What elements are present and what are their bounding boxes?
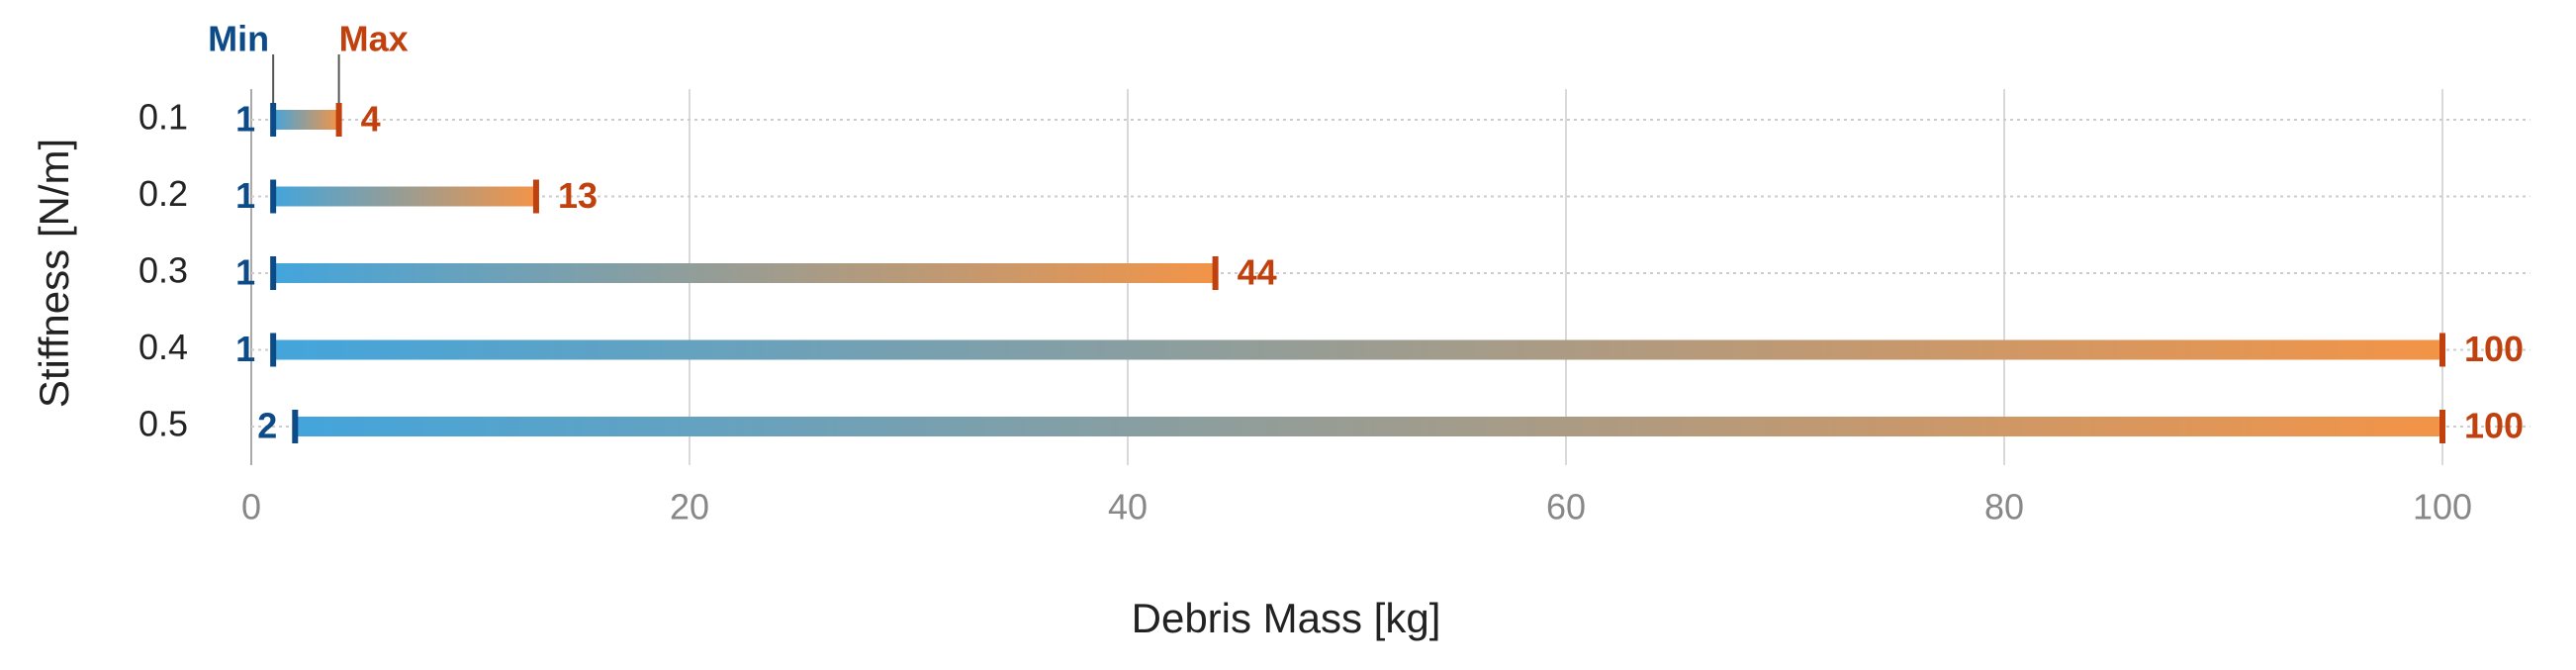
max-label: 4	[361, 99, 381, 140]
max-label: 100	[2464, 329, 2524, 369]
legend-min: Min	[208, 19, 269, 59]
legend-max: Max	[339, 19, 409, 59]
max-label: 100	[2464, 406, 2524, 446]
y-tick-label: 0.4	[138, 327, 188, 367]
x-axis-title: Debris Mass [kg]	[1132, 595, 1441, 641]
range-bar	[273, 263, 1216, 283]
min-label: 1	[235, 329, 255, 369]
range-bar	[273, 339, 2443, 360]
y-tick-label: 0.5	[138, 404, 188, 444]
y-tick-label: 0.1	[138, 97, 188, 138]
y-tick-label: 0.3	[138, 250, 188, 291]
min-label: 1	[235, 175, 255, 216]
y-axis-title: Stiffness [N/m]	[31, 139, 77, 408]
range-bar	[273, 110, 339, 130]
min-label: 2	[257, 406, 277, 446]
x-tick-label: 60	[1546, 487, 1586, 527]
x-tick-label: 0	[241, 487, 261, 527]
min-label: 1	[235, 252, 255, 293]
range-bar	[273, 186, 536, 207]
x-tick-label: 40	[1108, 487, 1148, 527]
x-tick-label: 100	[2413, 487, 2472, 527]
min-label: 1	[235, 99, 255, 140]
range-bar	[295, 417, 2442, 436]
x-tick-label: 20	[670, 487, 709, 527]
max-label: 44	[1238, 252, 1277, 293]
y-tick-label: 0.2	[138, 173, 188, 214]
x-tick-label: 80	[1984, 487, 2024, 527]
max-label: 13	[558, 175, 598, 216]
